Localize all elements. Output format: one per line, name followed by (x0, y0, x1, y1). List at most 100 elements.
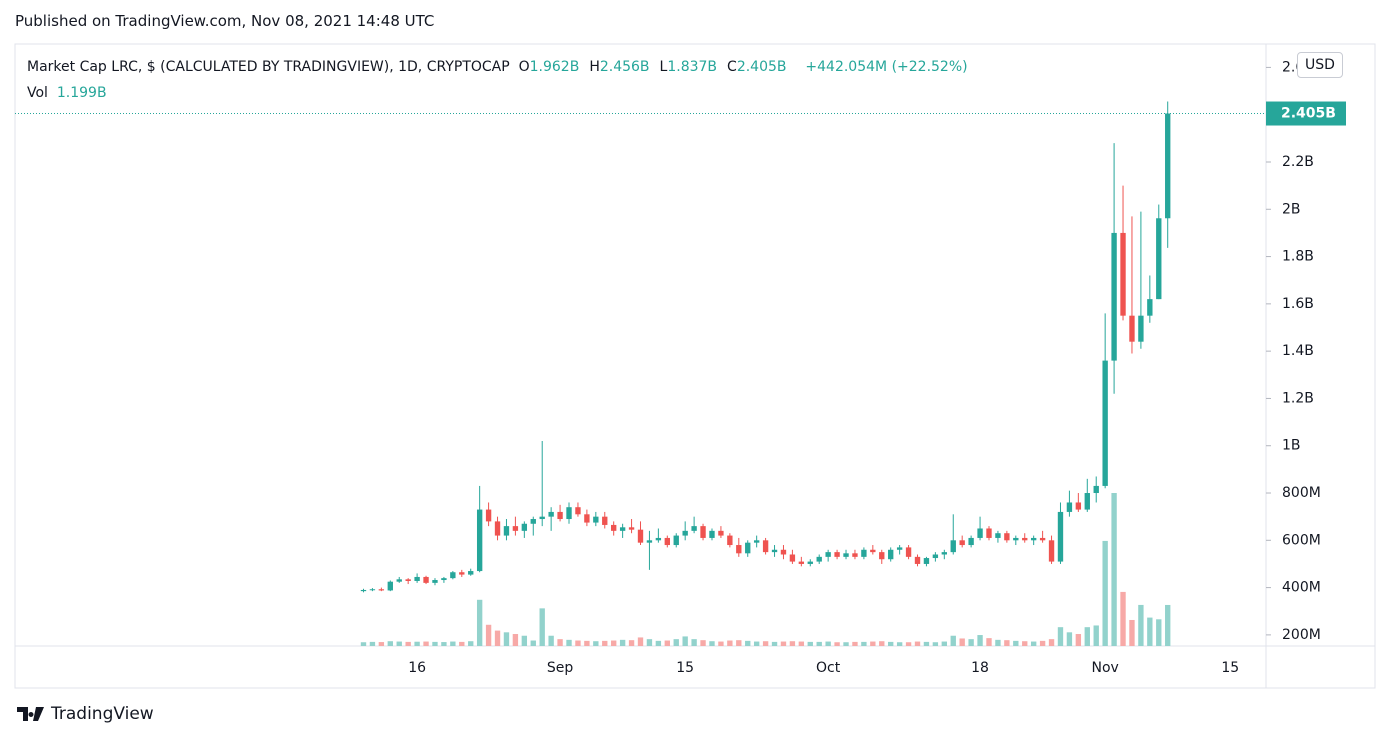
volume-bar (1102, 540, 1108, 646)
volume-bar (459, 641, 465, 646)
volume-bar (611, 640, 617, 646)
volume-bar (914, 641, 921, 646)
candle-body (476, 509, 483, 572)
candle-body (387, 581, 393, 591)
candle-body (709, 530, 715, 538)
currency-button[interactable]: USD (1297, 52, 1343, 78)
y-tick-label: 1.2B (1282, 390, 1314, 406)
price-badge-label: 2.405B (1281, 106, 1336, 122)
volume-bar (709, 641, 715, 646)
volume-bar (727, 640, 733, 646)
candle-body (977, 528, 983, 538)
candle-body (1102, 360, 1108, 486)
candle-body (780, 549, 787, 555)
y-tick-label: 200M (1282, 627, 1321, 643)
candle-body (369, 589, 376, 591)
candle-body (861, 549, 867, 557)
candle-body (1048, 540, 1055, 562)
volume-bar (619, 639, 626, 646)
ohlc-key: L (659, 59, 668, 75)
volume-bar (646, 639, 653, 646)
candle-body (405, 579, 411, 581)
candle-body (807, 561, 813, 564)
volume-bar (655, 640, 662, 646)
candle-body (1120, 232, 1126, 316)
volume-row: Vol 1.199B (27, 80, 968, 106)
candle-body (539, 516, 545, 520)
candle-body (798, 561, 805, 564)
volume-bar (494, 630, 501, 646)
volume-value: 1.199B (56, 85, 107, 101)
volume-bar (1039, 640, 1046, 646)
axes: 2.6B2.2B2B1.8B1.6B1.4B1.2B1B800M600M400M… (15, 59, 1346, 676)
volume-bar (396, 641, 402, 646)
brand-name: TradingView (51, 704, 154, 724)
volume-bar (369, 641, 376, 646)
candle-body (1004, 533, 1010, 541)
candle-body (762, 540, 769, 553)
volume-bar (771, 641, 778, 646)
volume-bar (879, 641, 885, 646)
candle-body (896, 547, 903, 550)
symbol-title: Market Cap LRC, $ (CALCULATED BY TRADING… (27, 59, 510, 75)
volume-bar (1129, 619, 1135, 646)
candle-body (852, 553, 858, 557)
brand-logo (17, 707, 44, 721)
candle-body (503, 526, 510, 536)
y-tick-label: 400M (1282, 580, 1321, 596)
volume-bar (995, 639, 1001, 646)
candle-body (682, 530, 688, 536)
candle-body (575, 507, 581, 515)
candle-body (512, 526, 519, 531)
candle-body (700, 526, 706, 538)
candle-body (664, 537, 670, 546)
y-tick-label: 1.6B (1282, 296, 1314, 312)
candle-body (1022, 537, 1028, 541)
volume-bar (414, 641, 420, 646)
candle-body (727, 535, 733, 546)
volume-bar (432, 641, 438, 646)
volume-bar (959, 638, 965, 646)
candle-body (611, 524, 617, 531)
candle-body (557, 511, 563, 520)
candle-body (870, 549, 876, 553)
volume-bar (843, 642, 849, 646)
candle-body (548, 511, 554, 517)
candle-body (450, 572, 456, 579)
candle-body (1165, 113, 1171, 219)
x-tick-label: Oct (816, 660, 841, 676)
volume-bar (664, 640, 670, 646)
volume-bar (548, 635, 554, 646)
candle-body (888, 549, 894, 560)
candle-body (968, 537, 974, 546)
candle-body (655, 537, 662, 541)
candle-body (959, 540, 965, 546)
volume-bar (682, 636, 688, 646)
candle-body (1057, 511, 1064, 562)
change: +442.054M (805, 59, 888, 75)
x-tick-label: Nov (1091, 660, 1118, 676)
volume-bar (1048, 639, 1055, 646)
volume-bar (1147, 617, 1153, 646)
volume-bar (539, 608, 545, 646)
candle-body (459, 572, 465, 575)
volume-bar (485, 624, 492, 646)
volume-bar (512, 634, 519, 646)
volume-bar (896, 642, 903, 646)
volume-bar (378, 642, 385, 646)
volume-bar (593, 641, 599, 646)
volume-bar (637, 637, 644, 646)
volume-bar (789, 641, 796, 646)
volume-bar (1075, 634, 1082, 646)
candle-body (745, 542, 751, 554)
volume-bar (950, 635, 956, 646)
candle-body (1138, 315, 1144, 342)
candle-body (995, 533, 1001, 538)
legend-row: Market Cap LRC, $ (CALCULATED BY TRADING… (27, 54, 968, 80)
candle-body (566, 507, 572, 520)
volume-bar (1138, 604, 1144, 646)
volume-label: Vol (27, 85, 48, 101)
volume-bar (861, 641, 867, 646)
volume-bar (468, 641, 474, 646)
candle-body (396, 579, 402, 582)
